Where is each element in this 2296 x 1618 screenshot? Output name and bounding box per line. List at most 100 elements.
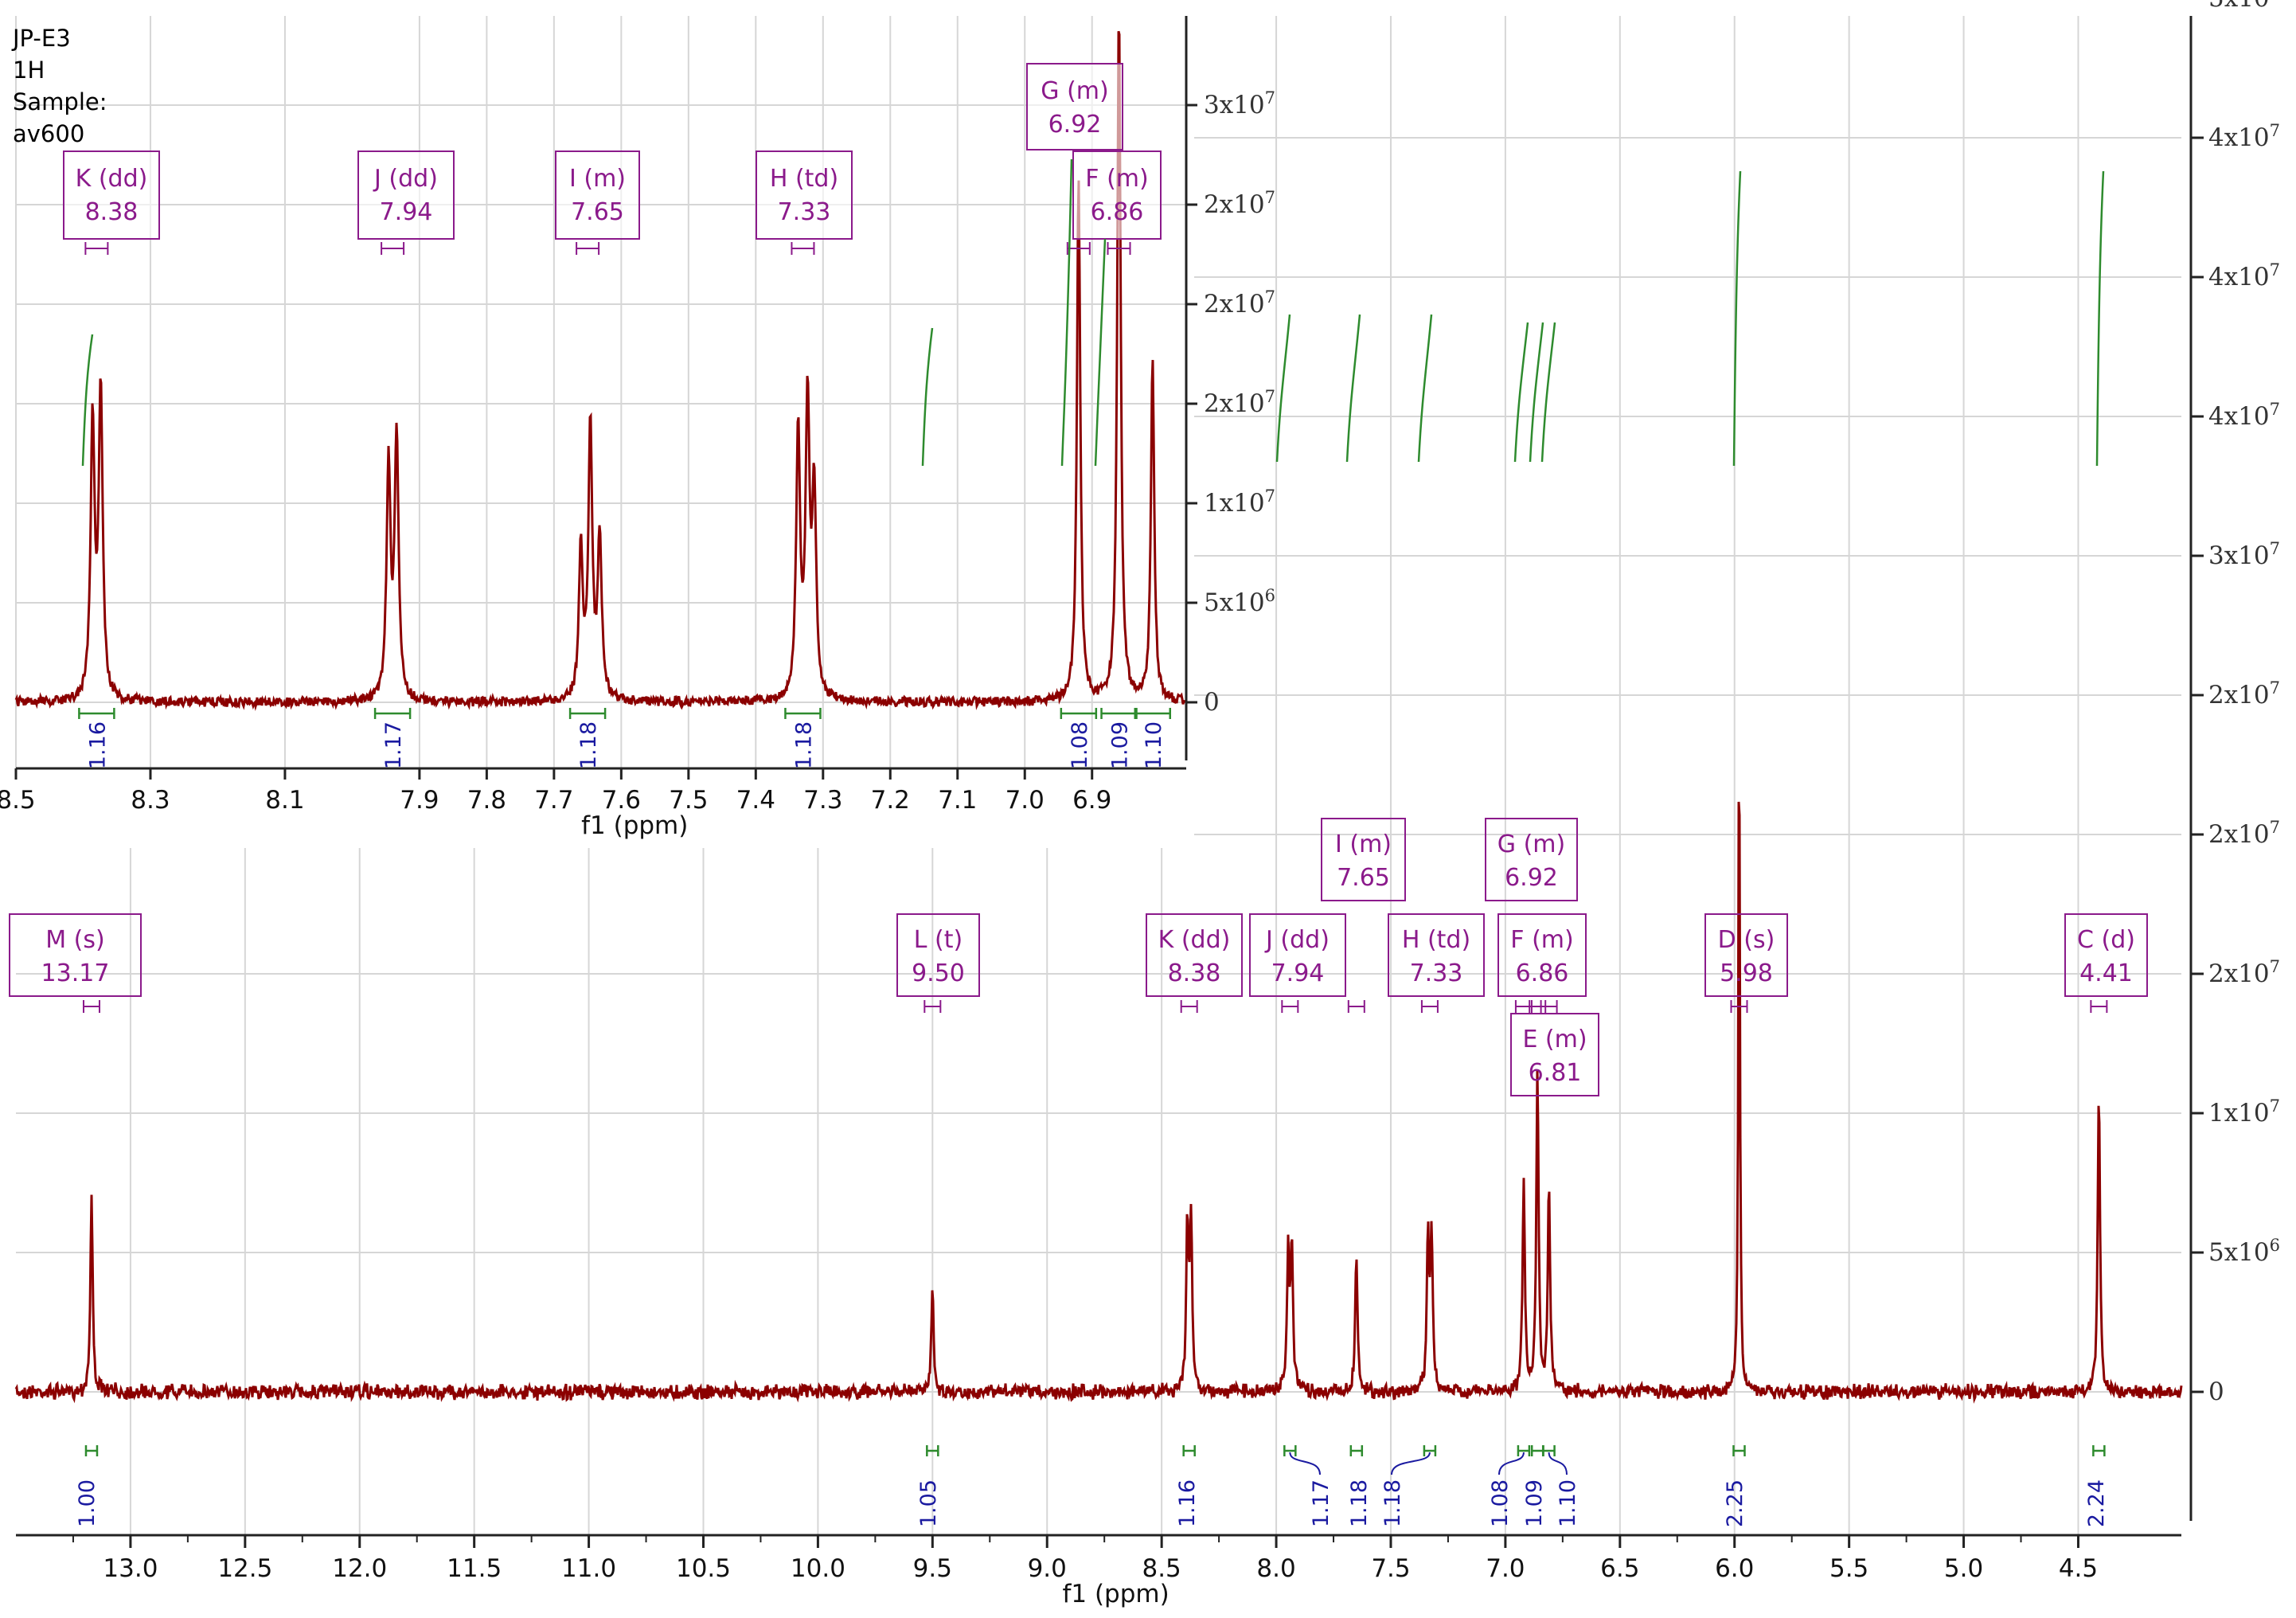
main-integral: 1.18 xyxy=(1347,1445,1372,1527)
main-multiplet-j: J (dd) 7.94 xyxy=(1249,913,1346,1013)
main-x-tick-label: 6.0 xyxy=(1715,1554,1754,1583)
main-multiplet-box xyxy=(1497,913,1587,997)
main-integral-value: 2.24 xyxy=(2084,1479,2109,1527)
main-multiplet-label: H (td) xyxy=(1402,926,1470,954)
main-x-tick-label: 8.5 xyxy=(1142,1554,1181,1583)
inset-multiplet-shift: 7.33 xyxy=(778,198,831,226)
main-x-tick-label: 7.5 xyxy=(1371,1554,1410,1583)
inset-y-tick-label: 2x107 xyxy=(1204,387,1275,418)
integral-curve xyxy=(1540,322,1556,463)
inset-integral-bracket xyxy=(78,708,115,719)
main-spectrum-trace xyxy=(14,801,2183,1404)
inset-x-tick-label: 8.5 xyxy=(0,786,36,815)
inset-x-tick-label: 7.4 xyxy=(736,786,775,815)
inset-integral-value: 1.09 xyxy=(1108,721,1133,769)
main-y-tick-label: 2x107 xyxy=(2208,818,2280,849)
main-integral: 1.00 xyxy=(75,1445,100,1527)
inset-multiplet-f: F (m) 6.86 xyxy=(1072,150,1162,255)
inset-x-tick-label: 7.1 xyxy=(938,786,977,815)
inset-integral-bracket xyxy=(784,708,822,719)
main-x-tick-label: 12.5 xyxy=(217,1554,272,1583)
main-integral-value: 1.09 xyxy=(1522,1479,1547,1527)
integral-curve xyxy=(1345,314,1361,463)
main-multiplet-f: F (m) 6.86 xyxy=(1497,913,1587,1013)
main-y-tick-label: 5x106 xyxy=(2208,1236,2280,1267)
main-integrals: 1.00 1.05 1.16 1.17 1.18 1.18 1.08 1.09 1.10 2.25… xyxy=(75,1445,2109,1527)
main-integral: 1.10 xyxy=(1542,1445,1580,1527)
main-integral-bracket xyxy=(1542,1445,1556,1456)
main-x-axis-title: f1 (ppm) xyxy=(1062,1580,1169,1608)
inset-multiplet-bracket xyxy=(84,242,109,255)
main-y-tick-label: 5x107 xyxy=(2208,0,2280,13)
main-integral: 1.09 xyxy=(1522,1445,1547,1527)
inset-multiplet-box xyxy=(756,150,853,240)
inset-integral: 1.18 xyxy=(568,708,607,769)
integral-curve xyxy=(1529,322,1544,463)
main-multiplet-box xyxy=(896,913,980,997)
sample-info: JP-E3 1H Sample: av600 xyxy=(11,25,107,147)
inset-axes: 8.5 8.3 8.1 7.9 7.8 7.7 7.6 7.5 7.4 7.3 7.2 7.1 7.0 6… xyxy=(0,16,1275,840)
main-multiplet-label: D (s) xyxy=(1718,926,1775,954)
inset-integral-value: 1.18 xyxy=(576,721,601,769)
main-multiplet-bracket xyxy=(82,1000,100,1013)
main-y-tick-label: 1x107 xyxy=(2208,1096,2280,1128)
inset-multiplet-label: J (dd) xyxy=(373,165,438,193)
main-multiplet-bracket xyxy=(1347,1000,1365,1013)
main-multiplet-label: C (d) xyxy=(2077,926,2135,954)
inset-integral-bracket xyxy=(568,708,607,719)
inset-multiplet-bracket xyxy=(576,242,600,255)
main-integral-bracket xyxy=(84,1445,99,1456)
main-multiplet-box xyxy=(1321,818,1406,901)
main-multiplet-bracket xyxy=(1281,1000,1299,1013)
main-x-tick-label: 8.0 xyxy=(1256,1554,1295,1583)
inset-multiplet-label: G (m) xyxy=(1041,77,1108,105)
inset-multiplet-shift: 6.92 xyxy=(1048,111,1102,139)
sample-info-line-2: 1H xyxy=(13,57,45,84)
inset-multiplet-label: H (td) xyxy=(770,165,838,193)
main-multiplet-box xyxy=(1510,1013,1599,1096)
inset-multiplet-bracket xyxy=(1066,242,1091,255)
main-y-tick-label: 2x107 xyxy=(2208,678,2280,709)
main-multiplet-bracket xyxy=(1420,1000,1439,1013)
inset-multiplet-shift: 6.86 xyxy=(1091,198,1144,226)
main-multiplet-c: C (d) 4.41 xyxy=(2064,913,2148,1013)
inset-x-tick-label: 7.2 xyxy=(871,786,910,815)
inset-integral-value: 1.16 xyxy=(85,721,110,769)
inset-integral: 1.18 xyxy=(784,708,822,769)
inset-multiplet-label: I (m) xyxy=(569,165,626,193)
inset-panel-background xyxy=(0,0,1194,848)
main-x-tick-label: 10.0 xyxy=(791,1554,845,1583)
main-x-tick-label: 9.5 xyxy=(913,1554,952,1583)
main-multiplet-shift: 4.41 xyxy=(2079,959,2133,987)
inset-multiplet-box xyxy=(1072,150,1162,240)
main-multiplet-label: K (dd) xyxy=(1158,926,1231,954)
main-multiplet-box xyxy=(1704,913,1788,997)
main-y-tick-label: 0 xyxy=(2208,1378,2224,1406)
inset-multiplet-bracket xyxy=(1107,242,1131,255)
inset-x-tick-label: 8.1 xyxy=(265,786,304,815)
inset-integrals: 1.16 1.17 1.18 1.18 1.08 1.09 1.10 xyxy=(78,158,2105,769)
main-multiplet-box xyxy=(1388,913,1485,997)
main-multiplet-shift: 6.86 xyxy=(1516,959,1569,987)
inset-spectrum xyxy=(14,30,1188,712)
inset-integral: 1.16 xyxy=(78,708,115,769)
main-integral-value: 1.00 xyxy=(75,1479,100,1527)
main-integral-bracket xyxy=(2092,1445,2106,1456)
main-integral-value: 1.17 xyxy=(1309,1479,1333,1527)
inset-x-axis-title: f1 (ppm) xyxy=(581,811,688,840)
integral-curve xyxy=(1094,238,1107,467)
main-integral-value: 1.16 xyxy=(1175,1479,1200,1527)
main-integral: 1.18 xyxy=(1380,1445,1437,1527)
main-integral-bracket xyxy=(1517,1445,1531,1456)
inset-spectrum-trace xyxy=(14,30,1188,712)
inset-x-tick-label: 7.7 xyxy=(534,786,573,815)
main-x-tick-label: 10.5 xyxy=(676,1554,731,1583)
inset-multiplet-label: F (m) xyxy=(1085,165,1148,193)
inset-multiplet-shift: 7.65 xyxy=(571,198,624,226)
integral-curve xyxy=(1060,158,1073,467)
inset-grid xyxy=(15,16,1186,768)
main-multiplet-m: M (s) 13.17 xyxy=(9,913,142,1013)
inset-multiplet-h: H (td) 7.33 xyxy=(756,150,853,255)
inset-multiplet-g: G (m) 6.92 xyxy=(1026,63,1123,255)
